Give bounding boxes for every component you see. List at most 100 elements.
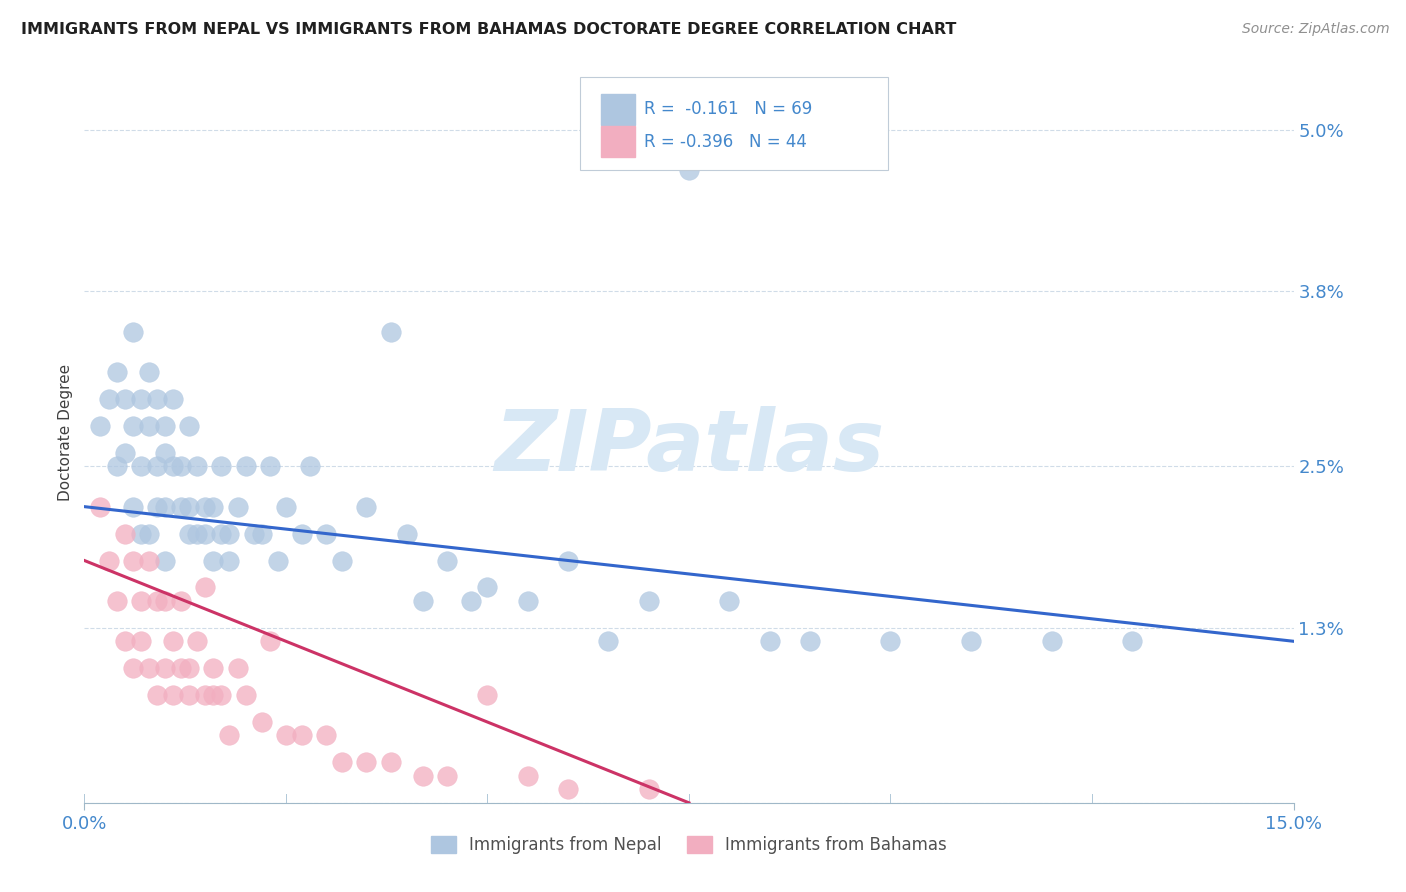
Point [162, 634, 184, 648]
Point [97, 392, 120, 406]
Point [879, 634, 901, 648]
Point [170, 459, 193, 474]
Point [114, 446, 136, 460]
Point [718, 594, 741, 608]
Point [153, 553, 176, 567]
Point [138, 365, 160, 379]
Point [235, 688, 257, 702]
Point [129, 634, 152, 648]
Point [267, 553, 290, 567]
Point [380, 325, 402, 339]
Point [250, 714, 273, 729]
Point [330, 553, 353, 567]
Point [186, 526, 208, 541]
Point [146, 500, 169, 514]
Point [799, 634, 821, 648]
Point [380, 756, 402, 770]
Point [162, 459, 184, 474]
Point [194, 500, 217, 514]
Point [209, 688, 232, 702]
Point [153, 594, 176, 608]
Point [146, 392, 169, 406]
Text: ZIPatlas: ZIPatlas [494, 406, 884, 489]
Text: IMMIGRANTS FROM NEPAL VS IMMIGRANTS FROM BAHAMAS DOCTORATE DEGREE CORRELATION CH: IMMIGRANTS FROM NEPAL VS IMMIGRANTS FROM… [21, 22, 956, 37]
Legend: Immigrants from Nepal, Immigrants from Bahamas: Immigrants from Nepal, Immigrants from B… [425, 830, 953, 861]
Point [412, 769, 434, 783]
Point [194, 526, 217, 541]
Point [186, 634, 208, 648]
Point [138, 553, 160, 567]
Point [299, 459, 322, 474]
Point [105, 459, 128, 474]
Point [209, 459, 232, 474]
Point [146, 688, 169, 702]
Point [146, 459, 169, 474]
Bar [600, 126, 634, 157]
Y-axis label: Doctorate Degree: Doctorate Degree [58, 364, 73, 501]
Point [153, 446, 176, 460]
FancyBboxPatch shape [581, 78, 889, 169]
Point [209, 526, 232, 541]
Point [114, 634, 136, 648]
Point [186, 459, 208, 474]
Point [153, 500, 176, 514]
Point [226, 500, 249, 514]
Text: Source: ZipAtlas.com: Source: ZipAtlas.com [1241, 22, 1389, 37]
Point [477, 581, 499, 595]
Point [179, 500, 201, 514]
Point [218, 553, 240, 567]
Point [138, 661, 160, 675]
Point [395, 526, 418, 541]
Point [1121, 634, 1143, 648]
Point [162, 688, 184, 702]
Point [291, 729, 314, 743]
Point [436, 553, 458, 567]
Point [1040, 634, 1063, 648]
Point [598, 634, 620, 648]
Text: R =  -0.161   N = 69: R = -0.161 N = 69 [644, 100, 813, 118]
Point [226, 661, 249, 675]
Point [89, 500, 111, 514]
Point [170, 661, 193, 675]
Point [129, 594, 152, 608]
Point [678, 163, 700, 178]
Point [637, 782, 659, 797]
Point [146, 594, 169, 608]
Point [637, 594, 659, 608]
Point [121, 418, 143, 433]
Point [138, 418, 160, 433]
Point [162, 392, 184, 406]
Point [202, 553, 225, 567]
Point [516, 769, 538, 783]
Point [291, 526, 314, 541]
Point [179, 688, 201, 702]
Point [242, 526, 264, 541]
Point [412, 594, 434, 608]
Point [557, 553, 579, 567]
Point [202, 500, 225, 514]
Point [960, 634, 983, 648]
Point [179, 661, 201, 675]
Point [315, 729, 337, 743]
Point [460, 594, 482, 608]
Point [274, 500, 297, 514]
Point [557, 782, 579, 797]
Point [436, 769, 458, 783]
Point [114, 392, 136, 406]
Point [121, 661, 143, 675]
Point [202, 688, 225, 702]
Point [153, 418, 176, 433]
Point [477, 688, 499, 702]
Text: R = -0.396   N = 44: R = -0.396 N = 44 [644, 133, 807, 151]
Point [274, 729, 297, 743]
Point [194, 581, 217, 595]
Point [138, 526, 160, 541]
Point [235, 459, 257, 474]
Point [259, 634, 281, 648]
Point [758, 634, 780, 648]
Point [97, 553, 120, 567]
Point [89, 418, 111, 433]
Point [105, 594, 128, 608]
Point [315, 526, 337, 541]
Point [170, 500, 193, 514]
